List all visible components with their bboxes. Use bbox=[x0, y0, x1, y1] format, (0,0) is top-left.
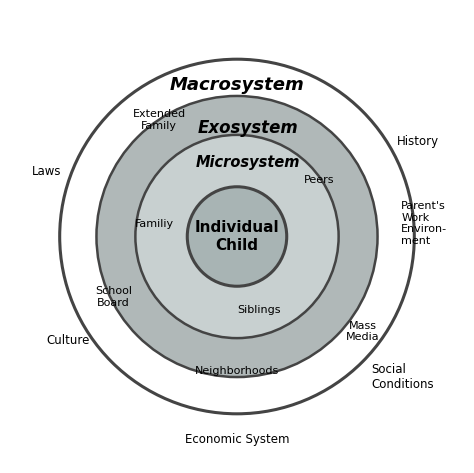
Text: Macrosystem: Macrosystem bbox=[170, 76, 304, 94]
Text: Laws: Laws bbox=[32, 165, 61, 178]
Text: School
Board: School Board bbox=[95, 286, 132, 308]
Text: Neighborhoods: Neighborhoods bbox=[195, 366, 279, 376]
Circle shape bbox=[136, 135, 338, 338]
Text: Extended
Family: Extended Family bbox=[133, 109, 186, 131]
Circle shape bbox=[60, 59, 414, 414]
Text: Culture: Culture bbox=[47, 334, 90, 347]
Text: Siblings: Siblings bbox=[237, 305, 281, 315]
Circle shape bbox=[96, 96, 378, 377]
Text: Social
Conditions: Social Conditions bbox=[371, 363, 434, 391]
Text: Economic System: Economic System bbox=[185, 433, 289, 446]
Text: Mass
Media: Mass Media bbox=[346, 321, 379, 342]
Text: Peers: Peers bbox=[304, 175, 335, 185]
Circle shape bbox=[187, 187, 287, 286]
Text: History: History bbox=[397, 135, 439, 148]
Text: Exosystem: Exosystem bbox=[198, 119, 298, 137]
Text: Individual
Child: Individual Child bbox=[195, 220, 279, 253]
Text: Microsystem: Microsystem bbox=[196, 156, 300, 170]
Text: Familiy: Familiy bbox=[135, 219, 174, 228]
Text: Parent's
Work
Environ-
ment: Parent's Work Environ- ment bbox=[401, 201, 447, 246]
